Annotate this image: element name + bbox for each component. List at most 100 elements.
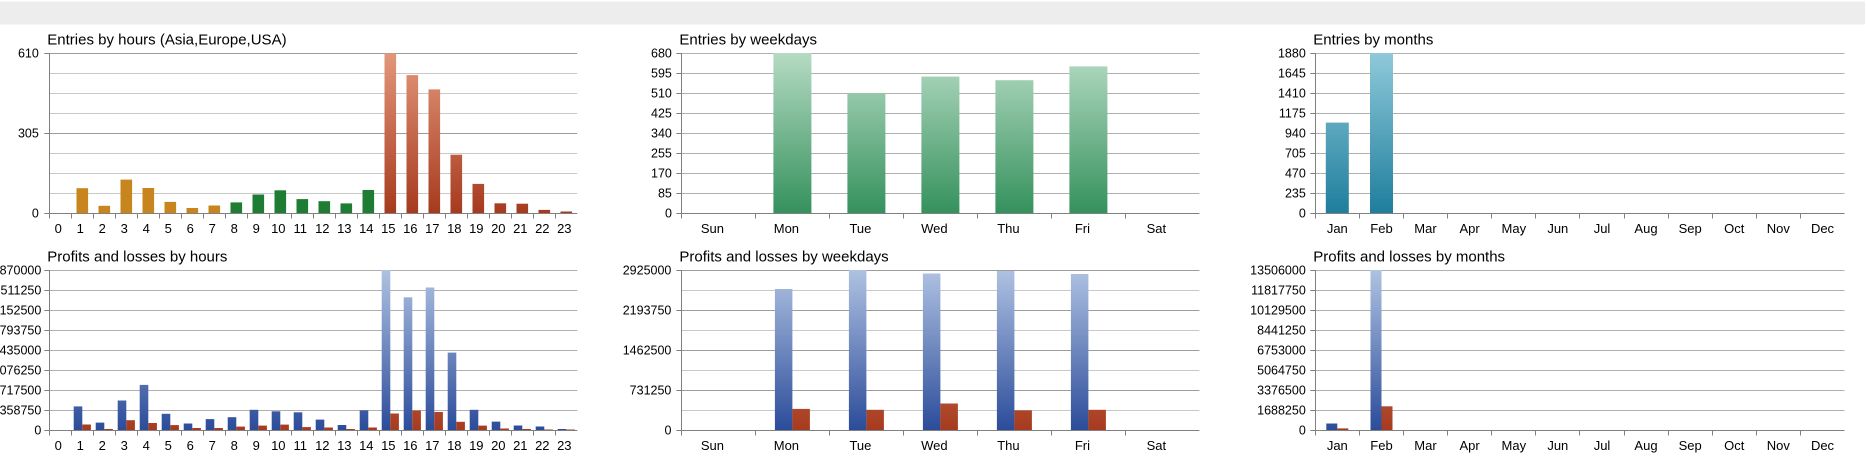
svg-text:Apr: Apr: [1459, 438, 1480, 453]
svg-text:9: 9: [253, 438, 260, 453]
svg-text:Feb: Feb: [1370, 438, 1392, 453]
svg-text:5: 5: [165, 221, 172, 236]
svg-text:May: May: [1502, 221, 1527, 236]
svg-text:1435000: 1435000: [0, 344, 41, 358]
svg-text:13: 13: [337, 221, 351, 236]
svg-text:340: 340: [651, 127, 672, 141]
svg-text:Jul: Jul: [1594, 221, 1611, 236]
svg-text:17: 17: [425, 438, 439, 453]
svg-text:Tue: Tue: [849, 438, 871, 453]
svg-text:940: 940: [1285, 127, 1306, 141]
svg-text:595: 595: [651, 67, 672, 81]
svg-text:14: 14: [359, 438, 373, 453]
svg-text:0: 0: [1299, 424, 1306, 438]
svg-text:11817750: 11817750: [1251, 284, 1306, 298]
svg-text:1: 1: [77, 438, 84, 453]
svg-text:8: 8: [231, 438, 238, 453]
svg-text:0: 0: [32, 207, 39, 221]
svg-text:10: 10: [271, 438, 285, 453]
svg-text:425: 425: [651, 107, 672, 121]
svg-text:Jan: Jan: [1327, 221, 1348, 236]
svg-text:20: 20: [491, 438, 505, 453]
svg-text:14: 14: [359, 221, 373, 236]
svg-text:1: 1: [77, 221, 84, 236]
svg-text:10: 10: [271, 221, 285, 236]
svg-text:0: 0: [55, 438, 62, 453]
svg-text:2870000: 2870000: [0, 264, 41, 278]
svg-text:11: 11: [294, 221, 308, 236]
svg-text:19: 19: [469, 438, 483, 453]
svg-text:510: 510: [651, 87, 672, 101]
svg-text:Feb: Feb: [1370, 221, 1392, 236]
svg-text:255: 255: [651, 147, 672, 161]
svg-text:85: 85: [658, 187, 672, 201]
svg-text:19: 19: [469, 221, 483, 236]
svg-text:305: 305: [18, 127, 39, 141]
svg-text:Dec: Dec: [1811, 221, 1835, 236]
svg-text:2: 2: [99, 438, 106, 453]
svg-text:680: 680: [651, 47, 672, 61]
svg-text:0: 0: [55, 221, 62, 236]
svg-text:10129500: 10129500: [1250, 304, 1306, 318]
svg-text:4: 4: [143, 438, 150, 453]
svg-text:11: 11: [294, 438, 308, 453]
svg-text:Profits and losses by hours: Profits and losses by hours: [47, 249, 227, 266]
svg-text:17: 17: [425, 221, 439, 236]
svg-text:1645: 1645: [1278, 67, 1306, 81]
svg-text:Entries by hours (Asia,Europe,: Entries by hours (Asia,Europe,USA): [47, 32, 286, 49]
svg-text:2152500: 2152500: [0, 304, 41, 318]
svg-text:610: 610: [18, 47, 39, 61]
svg-text:Oct: Oct: [1724, 438, 1745, 453]
svg-text:Nov: Nov: [1767, 438, 1791, 453]
svg-text:23: 23: [557, 438, 571, 453]
svg-text:3376500: 3376500: [1257, 384, 1306, 398]
svg-text:16: 16: [403, 221, 417, 236]
svg-text:12: 12: [315, 438, 329, 453]
svg-text:4: 4: [143, 221, 150, 236]
svg-text:Mon: Mon: [774, 221, 799, 236]
svg-text:0: 0: [34, 424, 41, 438]
svg-text:Mon: Mon: [774, 438, 799, 453]
svg-text:1175: 1175: [1279, 107, 1306, 121]
svg-text:470: 470: [1285, 167, 1306, 181]
svg-text:Wed: Wed: [921, 221, 948, 236]
svg-text:Sat: Sat: [1147, 438, 1167, 453]
svg-text:21: 21: [513, 221, 527, 236]
svg-text:1793750: 1793750: [0, 324, 41, 338]
svg-text:Dec: Dec: [1811, 438, 1835, 453]
svg-text:2: 2: [99, 221, 106, 236]
svg-text:Oct: Oct: [1724, 221, 1745, 236]
svg-text:Aug: Aug: [1634, 221, 1657, 236]
svg-text:0: 0: [665, 207, 672, 221]
svg-text:6: 6: [187, 221, 194, 236]
svg-text:Entries by months: Entries by months: [1313, 32, 1433, 49]
svg-text:22: 22: [535, 438, 549, 453]
svg-text:705: 705: [1285, 147, 1306, 161]
svg-text:6: 6: [187, 438, 194, 453]
svg-text:22: 22: [535, 221, 549, 236]
svg-text:1076250: 1076250: [0, 364, 41, 378]
svg-text:170: 170: [651, 167, 672, 181]
svg-text:2511250: 2511250: [0, 284, 41, 298]
svg-text:5: 5: [165, 438, 172, 453]
svg-text:Mar: Mar: [1414, 438, 1437, 453]
svg-text:Thu: Thu: [997, 221, 1019, 236]
svg-text:2193750: 2193750: [623, 304, 672, 318]
svg-text:May: May: [1502, 438, 1527, 453]
svg-text:Nov: Nov: [1767, 221, 1791, 236]
svg-text:8: 8: [231, 221, 238, 236]
svg-text:1880: 1880: [1278, 47, 1306, 61]
svg-text:Sep: Sep: [1679, 438, 1702, 453]
svg-text:7: 7: [209, 438, 216, 453]
svg-text:23: 23: [557, 221, 571, 236]
svg-text:18: 18: [447, 438, 461, 453]
svg-text:7: 7: [209, 221, 216, 236]
svg-text:9: 9: [253, 221, 260, 236]
svg-text:Jul: Jul: [1594, 438, 1611, 453]
svg-text:15: 15: [381, 438, 395, 453]
svg-text:Sat: Sat: [1147, 221, 1167, 236]
svg-text:Aug: Aug: [1634, 438, 1657, 453]
svg-text:1410: 1410: [1278, 87, 1306, 101]
svg-text:Fri: Fri: [1075, 221, 1090, 236]
svg-text:Profits and losses by weekdays: Profits and losses by weekdays: [679, 249, 888, 266]
